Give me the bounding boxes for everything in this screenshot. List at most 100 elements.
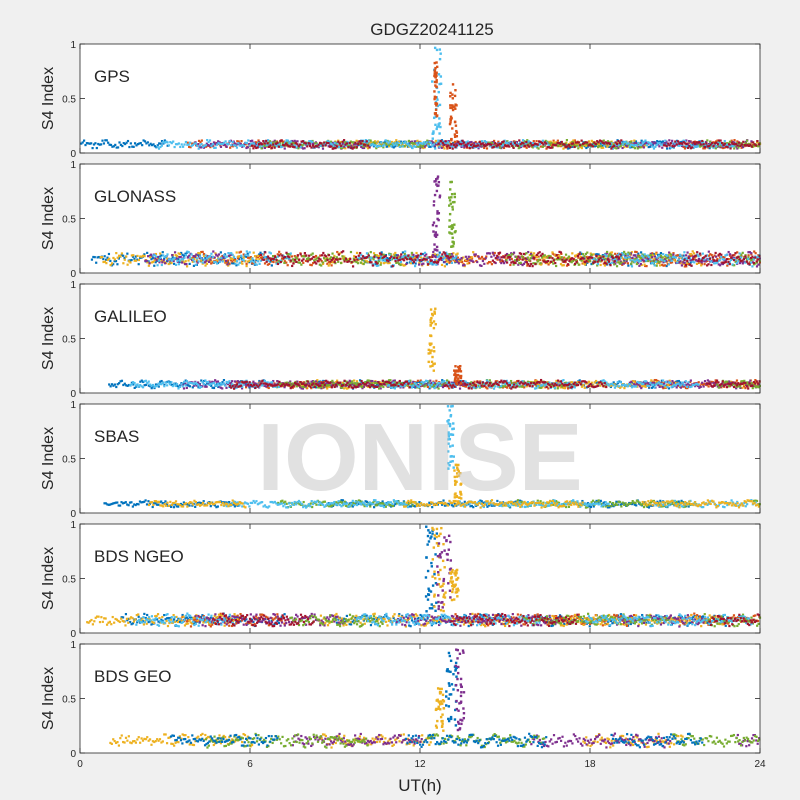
spike-point xyxy=(434,76,437,79)
data-point xyxy=(218,260,222,263)
data-point xyxy=(333,260,336,264)
data-point xyxy=(160,254,163,257)
data-point xyxy=(248,142,251,146)
data-point xyxy=(215,258,218,262)
data-point xyxy=(227,264,230,267)
data-point xyxy=(203,254,206,258)
data-point xyxy=(337,140,340,143)
data-point xyxy=(727,260,730,264)
data-point xyxy=(737,255,740,259)
data-point xyxy=(422,262,425,265)
data-point xyxy=(160,259,163,262)
data-point xyxy=(119,143,123,146)
data-point xyxy=(665,264,668,268)
data-point xyxy=(270,146,273,150)
data-point xyxy=(446,147,449,150)
data-point xyxy=(733,254,736,257)
data-point xyxy=(103,260,107,263)
data-point xyxy=(575,254,578,257)
data-point xyxy=(682,254,685,257)
data-point xyxy=(669,142,673,145)
data-point xyxy=(747,254,750,257)
data-point xyxy=(222,143,225,147)
data-point xyxy=(640,139,643,142)
data-point xyxy=(575,260,578,264)
data-point xyxy=(371,143,374,146)
data-point xyxy=(730,258,733,262)
data-point xyxy=(728,140,732,143)
data-point xyxy=(542,143,545,146)
spike-point xyxy=(438,195,441,199)
data-point xyxy=(716,143,719,146)
data-point xyxy=(180,260,183,263)
data-point xyxy=(348,143,351,147)
data-point xyxy=(645,141,648,144)
data-point xyxy=(481,142,484,145)
data-point xyxy=(418,260,421,263)
data-point xyxy=(456,142,459,145)
data-point xyxy=(331,141,335,144)
data-point xyxy=(474,140,477,144)
data-point xyxy=(402,264,405,267)
data-point xyxy=(433,145,436,148)
data-point xyxy=(593,141,596,144)
data-point xyxy=(413,140,416,143)
data-point xyxy=(101,139,104,142)
spike-point xyxy=(450,245,453,248)
data-point xyxy=(725,143,728,147)
data-point xyxy=(659,251,663,255)
data-point xyxy=(414,262,417,265)
data-point xyxy=(512,142,515,145)
data-point xyxy=(414,265,417,268)
spike-point xyxy=(433,61,436,65)
data-point xyxy=(572,143,576,146)
data-point xyxy=(600,146,603,149)
data-point xyxy=(380,253,383,256)
data-point xyxy=(454,142,458,145)
y-tick-label: 0 xyxy=(70,149,76,160)
data-point xyxy=(736,144,739,147)
data-point xyxy=(248,144,251,147)
data-point xyxy=(441,253,444,256)
data-point xyxy=(716,139,719,142)
data-point xyxy=(567,255,570,258)
data-point xyxy=(330,259,333,262)
data-point xyxy=(589,260,592,263)
data-point xyxy=(231,257,234,260)
data-point xyxy=(519,141,522,144)
data-point xyxy=(272,143,275,146)
data-point xyxy=(756,140,759,143)
data-point xyxy=(405,142,408,145)
data-point xyxy=(460,256,463,260)
data-point xyxy=(730,145,733,148)
data-point xyxy=(107,252,111,256)
data-point xyxy=(587,144,590,147)
data-point xyxy=(586,145,589,148)
data-point xyxy=(219,144,222,147)
data-point xyxy=(265,260,268,263)
data-point xyxy=(589,143,592,146)
data-point xyxy=(443,265,446,268)
data-point xyxy=(543,254,546,257)
spike-point xyxy=(434,96,438,99)
spike-point xyxy=(436,177,439,180)
data-point xyxy=(722,146,725,150)
data-point xyxy=(672,252,675,255)
data-point xyxy=(443,147,446,150)
data-point xyxy=(733,141,736,144)
data-point xyxy=(415,141,418,145)
data-point xyxy=(343,145,346,148)
data-point xyxy=(466,257,469,261)
spike-point xyxy=(454,89,457,92)
data-point xyxy=(149,142,152,145)
data-point xyxy=(757,258,760,261)
data-point xyxy=(547,143,550,146)
data-point xyxy=(264,251,267,254)
spike-point xyxy=(437,211,441,215)
data-point xyxy=(279,253,282,256)
data-point xyxy=(109,143,113,147)
data-point xyxy=(188,262,191,265)
spike-point xyxy=(436,125,439,129)
data-point xyxy=(604,141,607,144)
data-point xyxy=(221,258,224,262)
